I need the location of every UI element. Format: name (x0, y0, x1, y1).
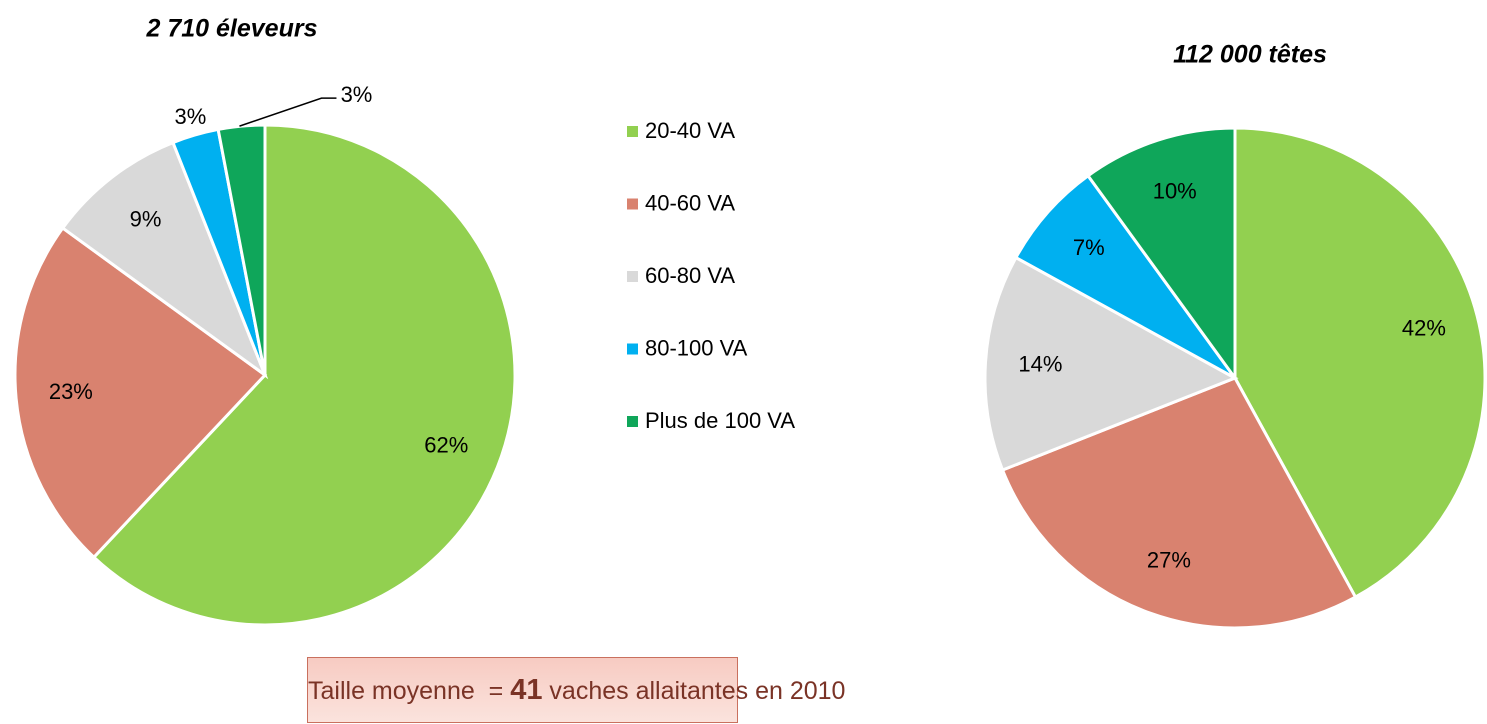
data-label: 14% (1018, 352, 1062, 377)
chart-title: 112 000 têtes (1173, 41, 1327, 69)
pie-slice (1000, 376, 1358, 630)
data-label: 9% (130, 207, 162, 232)
pie-slice (60, 140, 269, 380)
pie-slice (1233, 126, 1487, 600)
legend-swatch (627, 271, 638, 282)
pie-slice (91, 123, 517, 627)
note-text: vaches allaitantes en 2010 (542, 677, 846, 705)
data-label: 3% (341, 82, 373, 107)
pie-slice (1085, 126, 1237, 383)
pie-slice (13, 225, 268, 560)
pie-slice (983, 255, 1239, 472)
legend-swatch (627, 416, 638, 427)
legend-label: 40-60 VA (645, 190, 735, 215)
leader-line (239, 97, 337, 127)
data-label: 23% (49, 379, 93, 404)
data-label: 7% (1073, 235, 1105, 260)
legend-swatch (627, 198, 638, 210)
legend-swatch (627, 343, 638, 355)
data-label: 10% (1153, 178, 1197, 203)
chart-title: 2 710 éleveurs (146, 15, 318, 43)
data-label: 27% (1147, 547, 1191, 572)
data-label: 62% (424, 433, 468, 458)
legend-label: 80-100 VA (645, 335, 748, 360)
legend-label: 60-80 VA (645, 263, 735, 288)
pie-slice (1013, 173, 1237, 380)
data-label: 3% (174, 104, 206, 129)
note-value: 41 (510, 674, 543, 706)
legend-label: Plus de 100 VA (645, 408, 795, 433)
note-box: Taille moyenne = 41 vaches allaitantes e… (307, 657, 845, 723)
chart: 2 710 éleveurs 112 000 têtes 62% 23% 9% 3% 3… (13, 15, 1487, 630)
legend-swatch (627, 126, 638, 137)
legend-label: 20-40 VA (645, 118, 735, 143)
note-text: Taille moyenne = (308, 677, 511, 705)
data-label: 42% (1402, 315, 1446, 340)
